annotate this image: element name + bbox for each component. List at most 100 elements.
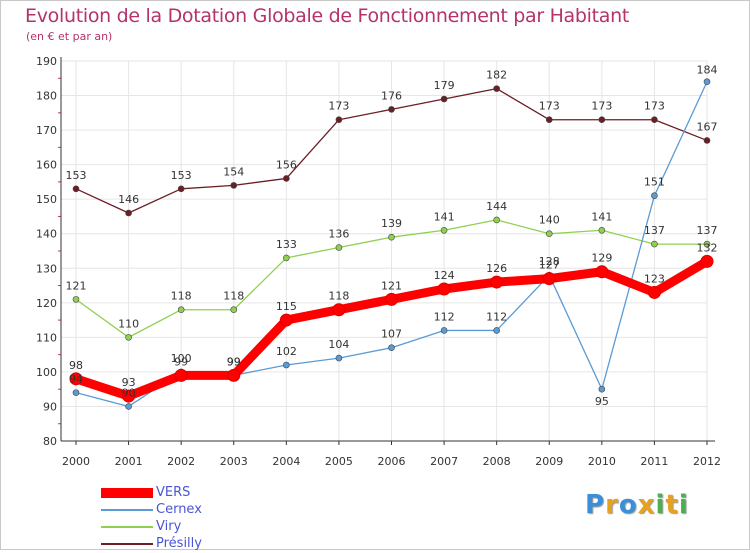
data-label-presilly: 153 xyxy=(66,169,87,182)
data-label-vers: 123 xyxy=(644,272,665,285)
data-label-cernex: 128 xyxy=(539,255,560,268)
data-point-cernex xyxy=(72,389,80,396)
data-label-viry: 139 xyxy=(381,217,402,230)
data-point-viry xyxy=(388,233,395,241)
data-point-vers xyxy=(279,313,293,327)
data-label-presilly: 182 xyxy=(486,69,507,82)
data-point-viry xyxy=(598,226,606,234)
data-point-presilly xyxy=(388,106,395,113)
y-tick-label: 110 xyxy=(36,331,57,344)
data-label-viry: 110 xyxy=(118,317,139,330)
data-point-cernex xyxy=(651,192,658,200)
data-label-presilly: 146 xyxy=(118,193,139,206)
data-point-presilly xyxy=(493,85,500,92)
data-label-presilly: 153 xyxy=(171,169,192,182)
data-label-presilly: 154 xyxy=(223,165,244,178)
logo-letter: t xyxy=(665,490,679,520)
data-point-presilly xyxy=(335,116,343,124)
x-tick-label: 2008 xyxy=(483,455,511,468)
data-label-vers: 99 xyxy=(174,355,188,368)
data-label-cernex: 107 xyxy=(381,328,402,341)
legend-swatch-viry xyxy=(101,526,153,528)
data-label-cernex: 100 xyxy=(171,352,192,365)
data-point-vers xyxy=(700,254,714,268)
legend-label-vers: VERS xyxy=(156,485,191,500)
y-tick-label: 80 xyxy=(43,435,57,448)
legend-swatch-vers xyxy=(101,488,153,498)
x-tick-label: 2000 xyxy=(62,455,90,468)
data-label-cernex: 94 xyxy=(69,373,83,386)
data-label-presilly: 173 xyxy=(328,100,349,113)
data-point-vers xyxy=(227,368,241,382)
data-label-cernex: 184 xyxy=(697,64,718,77)
data-label-cernex: 90 xyxy=(122,386,136,399)
data-label-vers: 118 xyxy=(328,290,349,303)
x-tick-label: 2002 xyxy=(167,455,195,468)
data-point-presilly xyxy=(283,175,290,182)
data-point-cernex xyxy=(440,327,448,334)
y-tick-label: 130 xyxy=(36,262,57,275)
data-point-presilly xyxy=(125,209,132,217)
data-label-viry: 144 xyxy=(486,200,507,213)
data-label-viry: 137 xyxy=(697,224,718,237)
data-point-vers xyxy=(122,389,136,403)
data-point-vers xyxy=(385,292,398,306)
x-tick-label: 2005 xyxy=(325,455,353,468)
data-label-vers: 115 xyxy=(276,300,297,313)
logo-letter: x xyxy=(637,490,656,520)
proxiti-logo: Proxiti xyxy=(585,490,689,520)
legend-swatch-cernex xyxy=(101,509,153,511)
x-tick-label: 2006 xyxy=(378,455,406,468)
logo-letter: i xyxy=(655,490,666,520)
data-point-viry xyxy=(283,254,290,262)
legend-swatch-presilly xyxy=(101,543,153,545)
y-tick-label: 170 xyxy=(36,124,57,137)
data-point-vers xyxy=(595,265,609,279)
y-tick-label: 180 xyxy=(36,90,57,103)
data-point-presilly xyxy=(703,137,711,144)
data-point-viry xyxy=(125,334,132,341)
data-point-vers xyxy=(490,275,504,289)
data-label-vers: 132 xyxy=(697,241,718,254)
x-tick-label: 2004 xyxy=(272,455,300,468)
data-label-cernex: 151 xyxy=(644,176,665,189)
x-tick-label: 2011 xyxy=(640,455,668,468)
data-point-presilly xyxy=(177,185,185,193)
data-point-vers xyxy=(332,303,346,317)
data-point-cernex xyxy=(703,78,711,86)
data-point-viry xyxy=(230,306,238,314)
data-point-viry xyxy=(335,244,343,251)
data-point-presilly xyxy=(230,182,238,189)
data-label-presilly: 176 xyxy=(381,89,402,102)
data-label-cernex: 99 xyxy=(227,355,241,368)
data-label-viry: 133 xyxy=(276,238,297,251)
y-tick-label: 150 xyxy=(36,193,57,206)
data-label-viry: 121 xyxy=(66,279,87,292)
data-label-vers: 121 xyxy=(381,279,402,292)
data-point-viry xyxy=(440,226,448,234)
data-label-vers: 93 xyxy=(122,376,136,389)
x-tick-label: 2007 xyxy=(430,455,458,468)
legend-label-presilly: Présilly xyxy=(156,536,202,551)
legend-label-cernex: Cernex xyxy=(156,502,202,517)
data-point-cernex xyxy=(335,354,343,362)
data-point-vers xyxy=(437,282,451,296)
y-tick-label: 160 xyxy=(36,159,57,172)
logo-letter: r xyxy=(605,490,619,520)
data-label-vers: 124 xyxy=(434,269,455,282)
x-tick-label: 2001 xyxy=(115,455,143,468)
data-point-vers xyxy=(542,272,556,286)
data-label-vers: 99 xyxy=(227,355,241,368)
data-label-vers: 126 xyxy=(486,262,507,275)
x-tick-label: 2010 xyxy=(588,455,616,468)
x-tick-label: 2009 xyxy=(535,455,563,468)
data-label-viry: 118 xyxy=(223,290,244,303)
data-label-vers: 98 xyxy=(69,359,83,372)
logo-letter: o xyxy=(618,490,638,520)
data-point-viry xyxy=(72,296,80,303)
data-point-viry xyxy=(651,240,658,248)
data-label-viry: 141 xyxy=(591,210,612,223)
data-label-cernex: 112 xyxy=(486,310,507,323)
data-label-presilly: 179 xyxy=(434,79,455,92)
